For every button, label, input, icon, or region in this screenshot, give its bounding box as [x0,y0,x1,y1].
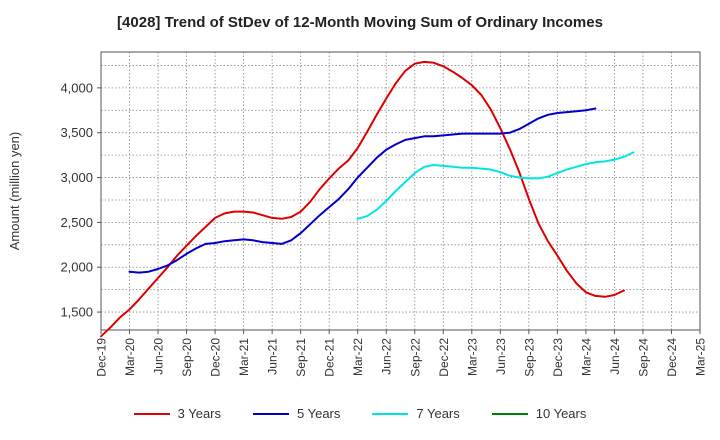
legend-label: 3 Years [177,406,221,421]
x-tick-label: Sep-21 [294,338,308,377]
chart-title: [4028] Trend of StDev of 12-Month Moving… [117,14,603,31]
legend-item-7-years: 7 Years [372,406,460,421]
series-line-5-years [128,107,597,274]
x-tick-label: Jun-24 [608,338,622,375]
legend-label: 7 Years [416,406,460,421]
legend-swatch [491,412,528,415]
x-tick-label: Dec-23 [551,338,565,377]
x-tick-label: Sep-24 [636,338,650,377]
series-layer [100,60,635,338]
y-tick-label: 3,000 [60,170,93,185]
x-tick-label: Jun-23 [494,338,508,375]
x-tick-label: Mar-20 [123,338,137,376]
x-tick-label: Jun-20 [152,338,166,375]
legend-swatch [372,412,409,415]
y-tick-label: 4,000 [60,80,93,95]
x-tick-label: Mar-25 [694,338,708,376]
legend-swatch [133,412,170,415]
legend-swatch [253,412,289,415]
legend-item-3-years: 3 Years [133,406,221,421]
x-tick-label: Dec-19 [95,338,109,377]
x-tick-label: Jun-21 [266,338,280,375]
series-line-3-years [100,60,625,338]
series-line-7-years [356,151,635,220]
x-tick-label: Sep-23 [522,338,536,377]
legend-label: 5 Years [297,406,341,421]
x-tick-label: Mar-22 [351,338,365,376]
legend-label: 10 Years [535,406,587,421]
legend: 3 Years 5 Years 7 Years 10 Years [0,406,720,421]
y-tick-label: 2,000 [60,260,93,275]
plot-frame [100,51,701,331]
x-tick-label: Dec-24 [665,338,679,377]
grid-layer [100,52,701,330]
x-tick-label: Mar-21 [237,338,251,376]
y-tick-label: 2,500 [60,215,93,230]
y-tick-label: 1,500 [60,305,93,320]
y-tick-label: 3,500 [60,125,93,140]
y-axis-label: Amount (million yen) [7,132,22,251]
x-tick-label: Jun-22 [380,338,394,375]
legend-item-10-years: 10 Years [491,406,587,421]
x-tick-label: Sep-22 [408,338,422,377]
y-tick-labels: 1,500 2,000 2,500 3,000 3,500 4,000 [60,80,101,320]
x-tick-labels: Dec-19 Mar-20 Jun-20 Sep-20 Dec-20 Mar-21 Jun-… [95,330,708,377]
x-tick-label: Mar-23 [465,338,479,376]
x-tick-label: Dec-22 [437,338,451,377]
x-tick-label: Dec-20 [209,338,223,377]
x-tick-label: Mar-24 [579,338,593,376]
legend-item-5-years: 5 Years [253,406,340,421]
x-tick-label: Sep-20 [180,338,194,377]
x-tick-label: Dec-21 [323,338,337,377]
